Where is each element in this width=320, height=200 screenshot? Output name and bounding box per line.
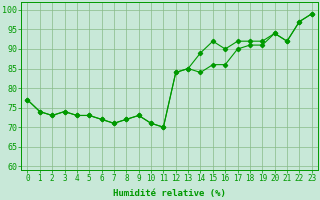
X-axis label: Humidité relative (%): Humidité relative (%) [113,189,226,198]
